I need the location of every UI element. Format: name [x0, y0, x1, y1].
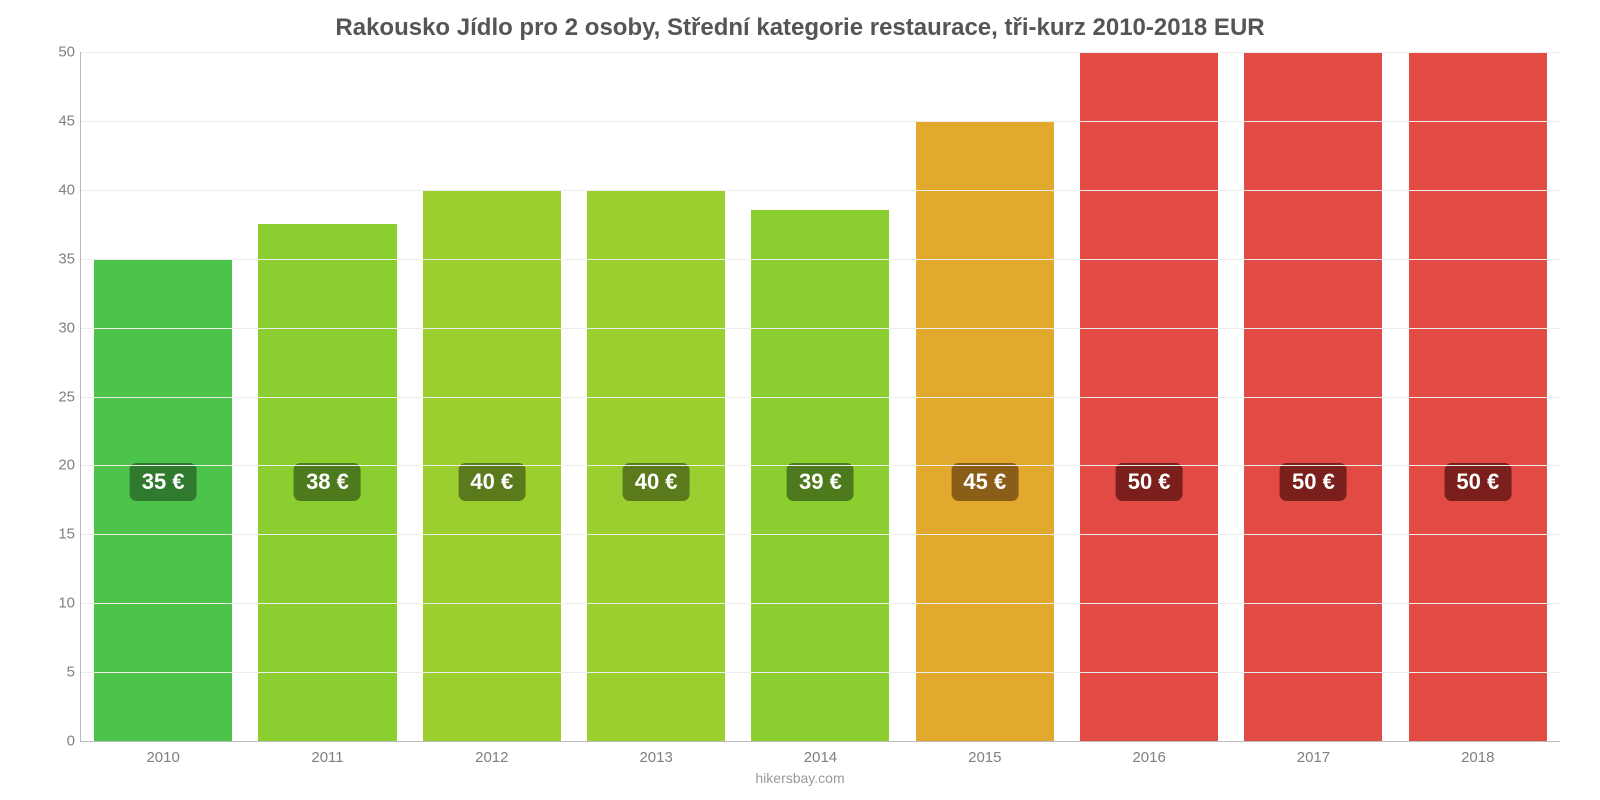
x-tick-label: 2013 — [639, 749, 672, 766]
x-tick-label: 2012 — [475, 749, 508, 766]
x-tick-label: 2017 — [1297, 749, 1330, 766]
gridline — [81, 397, 1560, 398]
x-tick-label: 2015 — [968, 749, 1001, 766]
x-tick-label: 2011 — [311, 749, 343, 766]
value-badge: 45 € — [951, 463, 1018, 501]
value-badge: 40 € — [458, 463, 525, 501]
y-tick-label: 20 — [41, 457, 75, 474]
y-tick-label: 30 — [41, 319, 75, 336]
gridline — [81, 259, 1560, 260]
y-tick-label: 25 — [41, 388, 75, 405]
y-tick-label: 15 — [41, 526, 75, 543]
x-tick-label: 2018 — [1461, 749, 1494, 766]
chart-plot-area: 35 €201038 €201140 €201240 €201339 €2014… — [80, 52, 1560, 742]
value-badge: 38 € — [294, 463, 361, 501]
y-tick-label: 45 — [41, 112, 75, 129]
chart-source: hikersbay.com — [30, 770, 1570, 786]
x-tick-label: 2010 — [146, 749, 179, 766]
y-tick-label: 0 — [41, 733, 75, 750]
y-tick-label: 35 — [41, 250, 75, 267]
y-tick-label: 5 — [41, 664, 75, 681]
value-badge: 39 € — [787, 463, 854, 501]
value-badge: 50 € — [1444, 463, 1511, 501]
gridline — [81, 190, 1560, 191]
bar: 38 € — [258, 224, 396, 741]
gridline — [81, 603, 1560, 604]
y-tick-label: 10 — [41, 595, 75, 612]
value-badge: 35 € — [130, 463, 197, 501]
gridline — [81, 465, 1560, 466]
value-badge: 50 € — [1116, 463, 1183, 501]
value-badge: 50 € — [1280, 463, 1347, 501]
x-tick-label: 2014 — [804, 749, 837, 766]
chart-title: Rakousko Jídlo pro 2 osoby, Střední kate… — [30, 10, 1570, 52]
bar: 39 € — [751, 210, 889, 741]
gridline — [81, 52, 1560, 53]
y-tick-label: 50 — [41, 44, 75, 61]
x-tick-label: 2016 — [1132, 749, 1165, 766]
value-badge: 40 € — [623, 463, 690, 501]
gridline — [81, 534, 1560, 535]
gridline — [81, 672, 1560, 673]
bar: 45 € — [916, 121, 1054, 741]
bar: 35 € — [94, 259, 232, 741]
y-tick-label: 40 — [41, 181, 75, 198]
gridline — [81, 121, 1560, 122]
gridline — [81, 328, 1560, 329]
